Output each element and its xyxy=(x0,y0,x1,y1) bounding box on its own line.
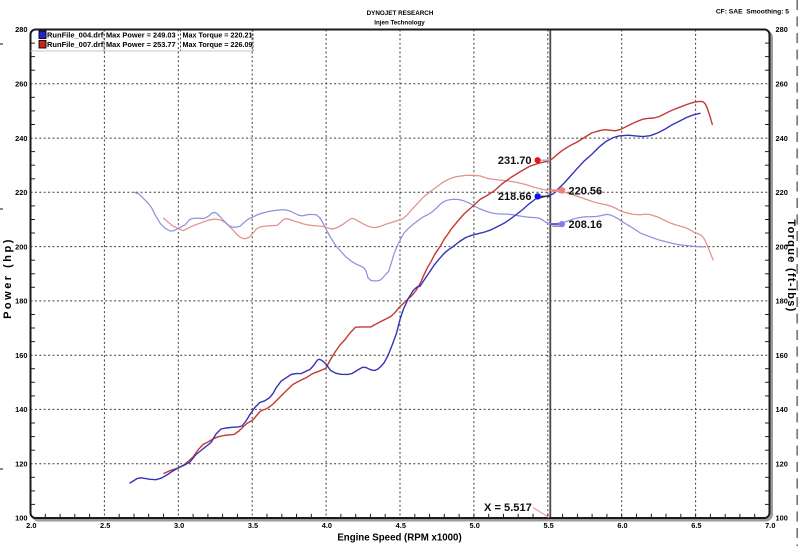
svg-text:7.0: 7.0 xyxy=(765,521,775,530)
svg-text:5.5: 5.5 xyxy=(543,521,553,530)
svg-text:160: 160 xyxy=(776,351,788,360)
svg-text:DYNOJET RESEARCH: DYNOJET RESEARCH xyxy=(367,10,434,17)
svg-text:140: 140 xyxy=(15,405,27,414)
svg-text:208.16: 208.16 xyxy=(569,219,603,231)
svg-text:160: 160 xyxy=(15,351,27,360)
svg-text:231.70: 231.70 xyxy=(498,155,532,167)
svg-text:Max Torque = 220.21: Max Torque = 220.21 xyxy=(183,31,253,40)
svg-text:4.5: 4.5 xyxy=(396,521,406,530)
svg-text:220: 220 xyxy=(776,188,788,197)
svg-text:100: 100 xyxy=(776,514,788,523)
svg-text:220: 220 xyxy=(15,188,27,197)
svg-text:Max Torque = 226.09: Max Torque = 226.09 xyxy=(183,40,253,49)
svg-text:280: 280 xyxy=(776,25,788,34)
svg-text:240: 240 xyxy=(776,134,788,143)
svg-text:Injen Technology: Injen Technology xyxy=(374,19,425,26)
svg-text:X = 5.517: X = 5.517 xyxy=(484,502,532,514)
svg-text:6.5: 6.5 xyxy=(691,521,701,530)
svg-text:140: 140 xyxy=(776,405,788,414)
svg-text:120: 120 xyxy=(776,459,788,468)
svg-text:218.66: 218.66 xyxy=(498,191,532,203)
svg-text:260: 260 xyxy=(776,79,788,88)
svg-text:2.0: 2.0 xyxy=(26,521,36,530)
svg-text:Max Power = 253.77: Max Power = 253.77 xyxy=(106,40,176,49)
svg-text:5.0: 5.0 xyxy=(470,521,480,530)
svg-text:180: 180 xyxy=(776,297,788,306)
svg-text:100: 100 xyxy=(15,514,27,523)
svg-text:Torque (ft-lbs): Torque (ft-lbs) xyxy=(785,219,797,312)
svg-text:200: 200 xyxy=(15,242,27,251)
svg-text:RunFile_007.drf: RunFile_007.drf xyxy=(47,40,104,49)
svg-text:3.5: 3.5 xyxy=(248,521,258,530)
svg-text:CF: SAE Smoothing: 5: CF: SAE Smoothing: 5 xyxy=(716,9,789,16)
svg-text:Power (hp): Power (hp) xyxy=(2,237,14,319)
svg-text:180: 180 xyxy=(15,297,27,306)
svg-text:240: 240 xyxy=(15,134,27,143)
svg-text:3.0: 3.0 xyxy=(174,521,184,530)
svg-text:6.0: 6.0 xyxy=(617,521,627,530)
svg-text:200: 200 xyxy=(776,242,788,251)
svg-text:4.0: 4.0 xyxy=(322,521,332,530)
svg-text:260: 260 xyxy=(15,79,27,88)
svg-text:2.5: 2.5 xyxy=(100,521,110,530)
svg-text:Engine Speed (RPM x1000): Engine Speed (RPM x1000) xyxy=(337,532,461,543)
svg-text:120: 120 xyxy=(15,459,27,468)
svg-text:RunFile_004.drf: RunFile_004.drf xyxy=(47,31,104,40)
svg-text:280: 280 xyxy=(15,25,27,34)
svg-text:Max Power = 249.03: Max Power = 249.03 xyxy=(106,31,176,40)
svg-text:220.56: 220.56 xyxy=(569,185,603,197)
